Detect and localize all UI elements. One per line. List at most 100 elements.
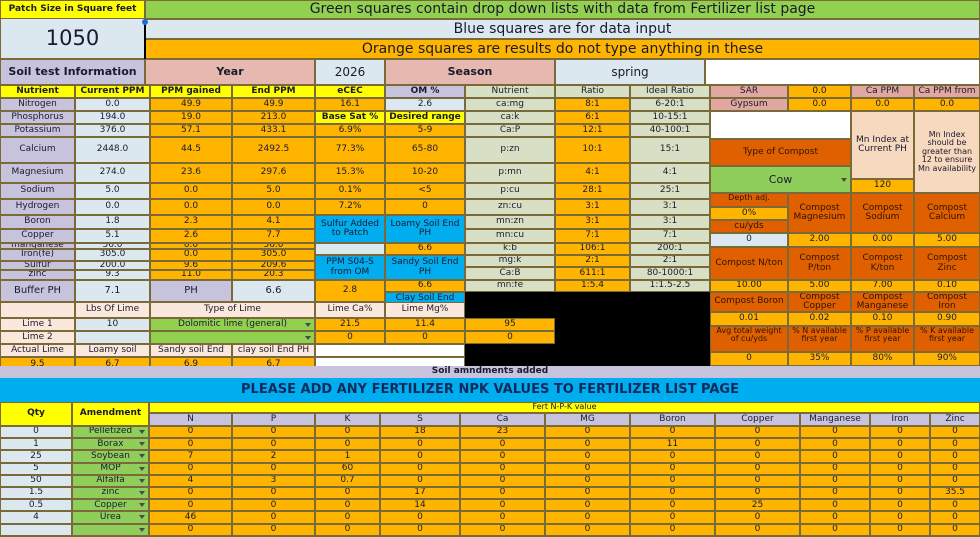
col-header-nutrient-ratio: Nutrient [465,85,555,98]
chevron-down-icon[interactable] [305,335,311,340]
lime2-lbs[interactable] [75,331,150,344]
fert-value-cell: 35.5 [930,487,980,500]
soil-row-current[interactable]: 376.0 [75,124,150,137]
fert-value-cell: 0 [380,462,460,475]
fert-col-header-qty: Qty [0,402,72,426]
ph-value[interactable]: 6.6 [232,280,315,302]
ppm-so4s-label: PPM S04-S from OM [315,255,385,280]
ratio-value: 28:1 [555,183,630,199]
chevron-down-icon[interactable] [139,527,145,532]
cu-yds-value[interactable]: 0 [710,233,788,247]
ratio-value: 3:1 [555,199,630,215]
avg-total-weight-value: 0 [710,352,788,366]
fert-qty-input[interactable]: 1.5 [0,487,72,500]
fert-amendment-dropdown[interactable]: zinc [72,487,149,500]
fert-value-cell: 0 [545,462,630,475]
fert-qty-input[interactable]: 0.5 [0,499,72,512]
fert-value-cell: 0 [460,511,545,524]
fert-qty-input[interactable]: 1 [0,438,72,451]
buffer-ph-value[interactable]: 7.1 [75,280,150,302]
soil-row-gained: 57.1 [150,124,232,137]
soil-row-current[interactable]: 1.8 [75,215,150,229]
chevron-down-icon[interactable] [139,454,145,459]
col-header-sar: SAR [710,85,788,98]
fert-value-cell: 25 [715,499,800,512]
fert-amendment-dropdown[interactable]: Pelletized [72,426,149,439]
chevron-down-icon[interactable] [139,515,145,520]
base-sat-h: 7.2% [315,199,385,215]
patch-size-value[interactable]: 1050 [0,19,145,59]
lime1-type-dropdown[interactable]: Dolomitic lime (general) [150,318,315,331]
fert-value-cell: 0 [800,499,870,512]
om-value[interactable]: 2.6 [385,98,465,111]
fert-value-cell: 23 [460,426,545,439]
fert-value-cell: 0 [380,511,460,524]
chevron-down-icon[interactable] [139,491,145,496]
fert-qty-input[interactable]: 50 [0,474,72,487]
fert-qty-input[interactable]: 0 [0,426,72,439]
season-value[interactable]: spring [555,59,705,85]
ratio-ideal: 3:1 [630,215,710,229]
fert-value-cell: 0 [800,487,870,500]
chevron-down-icon[interactable] [139,430,145,435]
compost-label: Compost Copper [788,292,851,312]
soil-row-current[interactable]: 305.0 [75,249,150,261]
fert-value-cell: 0 [232,523,315,536]
chevron-down-icon[interactable] [139,442,145,447]
soil-row-current[interactable]: 5.0 [75,183,150,199]
soil-row-current[interactable]: 0.0 [75,98,150,111]
chevron-down-icon[interactable] [139,466,145,471]
fert-qty-input[interactable] [0,535,72,537]
soil-row-current[interactable]: 56.0 [75,243,150,249]
soil-row-current[interactable]: 274.0 [75,163,150,183]
lime2-type-dropdown[interactable] [150,331,315,344]
buffer-ph-label: Buffer PH [0,280,75,302]
fert-qty-input[interactable]: 25 [0,450,72,463]
ratio-nutrient: ca:k [465,111,555,124]
fert-amendment-dropdown[interactable]: Soybean [72,450,149,463]
fert-col-header: K [315,413,380,426]
fert-amendment-dropdown[interactable]: Alfalfa [72,474,149,487]
fert-amendment-dropdown[interactable]: MOP [72,462,149,475]
soil-row-gained: 0.0 [150,243,232,249]
soil-row-current[interactable]: 9.3 [75,270,150,280]
chevron-down-icon[interactable] [139,478,145,483]
fert-amendment-dropdown[interactable]: Borax [72,438,149,451]
fert-qty-input[interactable]: 5 [0,462,72,475]
soil-row-current[interactable]: 2448.0 [75,137,150,163]
ratio-ideal: 200:1 [630,243,710,255]
ratio-nutrient: mg:k [465,255,555,267]
chevron-down-icon[interactable] [841,177,847,182]
type-of-compost-dropdown[interactable]: Cow [710,166,851,193]
info-row-blank [705,59,980,85]
chevron-down-icon[interactable] [139,503,145,508]
soil-row-current[interactable]: 5.1 [75,229,150,243]
soil-row-end: 2492.5 [232,137,315,163]
compost-label: Compost Sodium [851,193,914,233]
compost-label: Compost Boron [710,292,788,312]
fert-amendment-dropdown[interactable]: Copper [72,499,149,512]
fert-amendment-dropdown[interactable] [72,535,149,537]
soil-row-nutrient-label: manganese [0,243,75,249]
col-header-ideal-ratio: Ideal Ratio [630,85,710,98]
col-header-om: OM % [385,85,465,98]
chevron-down-icon[interactable] [305,322,311,327]
gypsum-value: 0.0 [788,98,851,111]
fert-value-cell: 0 [149,523,232,536]
col-header-ppm-gained: PPM gained [150,85,232,98]
fert-qty-input[interactable] [0,523,72,536]
depth-adj-value[interactable]: 0% [710,207,788,220]
fert-col-header: N [149,413,232,426]
fert-amendment-dropdown[interactable]: Urea [72,511,149,524]
fert-qty-input[interactable]: 4 [0,511,72,524]
soil-row-current[interactable]: 0.0 [75,199,150,215]
avg-total-weight-label: Avg total weight of cu/yds [710,326,788,352]
soil-row-current[interactable]: 194.0 [75,111,150,124]
fert-amendment-dropdown[interactable] [72,523,149,536]
fert-value-cell: 0 [545,487,630,500]
year-value[interactable]: 2026 [315,59,385,85]
fert-value-cell: 0 [545,426,630,439]
compost-label: Compost N/ton [710,247,788,280]
soil-row-current[interactable]: 200.0 [75,261,150,270]
lime1-lbs[interactable]: 10 [75,318,150,331]
